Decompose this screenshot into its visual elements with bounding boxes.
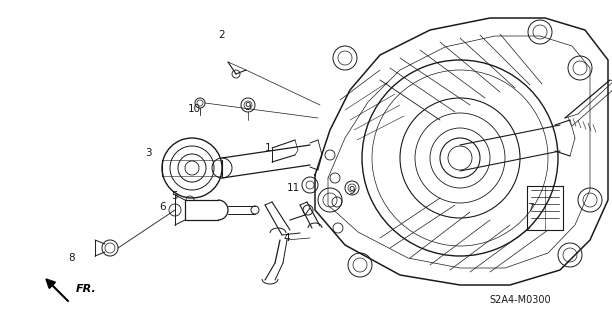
Text: S2A4-M0300: S2A4-M0300	[489, 295, 551, 305]
Text: 3: 3	[144, 148, 151, 158]
Text: 1: 1	[264, 143, 271, 153]
Text: 6: 6	[160, 202, 166, 212]
Text: 2: 2	[218, 30, 225, 40]
Text: 9: 9	[245, 102, 252, 112]
Text: 4: 4	[284, 233, 290, 243]
Text: 5: 5	[172, 191, 178, 201]
Text: 10: 10	[187, 104, 201, 114]
Text: FR.: FR.	[76, 284, 97, 294]
Text: 9: 9	[349, 186, 356, 196]
Text: 8: 8	[69, 253, 75, 263]
Text: 7: 7	[527, 203, 533, 213]
Text: 11: 11	[286, 183, 300, 193]
